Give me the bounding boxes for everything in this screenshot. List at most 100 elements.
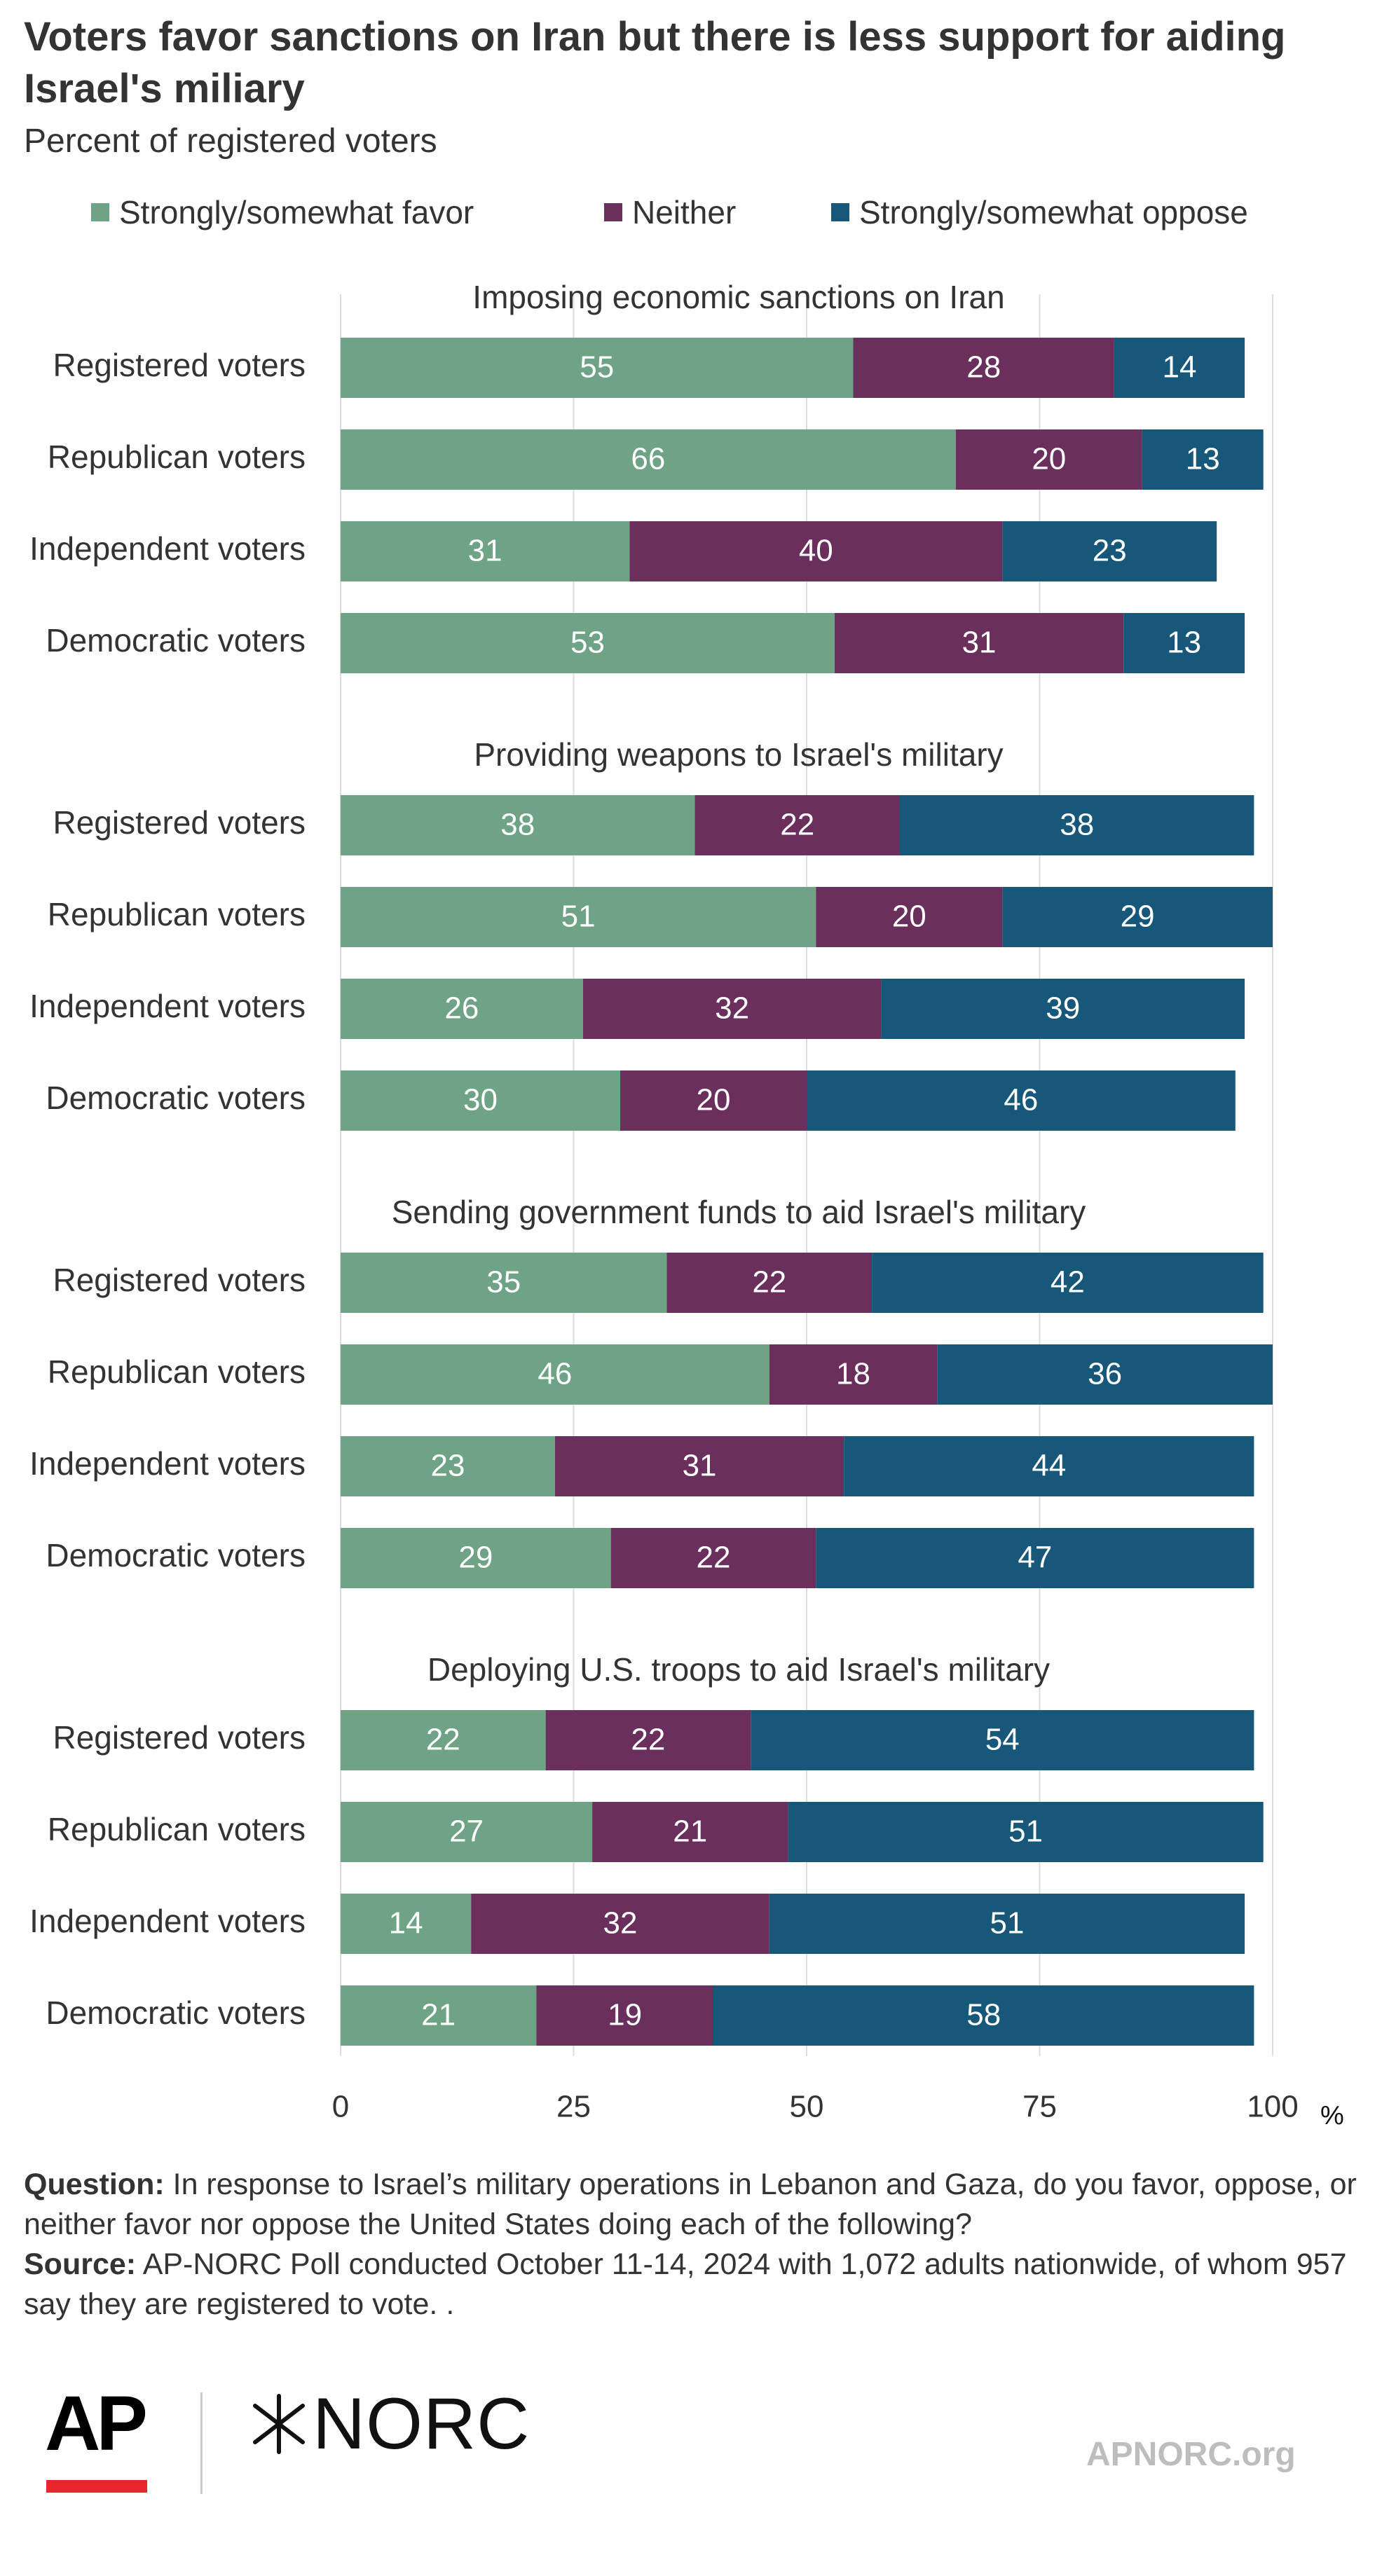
bar-segment-neither [610, 1528, 816, 1588]
data-label-neither: 40 [799, 534, 833, 568]
data-label-oppose: 58 [966, 1998, 1001, 2032]
group-title: Sending government funds to aid Israel's… [392, 1194, 1086, 1230]
data-label-neither: 31 [962, 626, 997, 660]
source-text: AP-NORC Poll conducted October 11-14, 20… [24, 2247, 1347, 2321]
data-label-favor: 51 [561, 900, 596, 934]
bar-segment-oppose [1002, 521, 1217, 581]
data-label-favor: 66 [631, 442, 665, 476]
data-label-oppose: 36 [1088, 1357, 1122, 1391]
data-label-oppose: 44 [1032, 1449, 1066, 1483]
bar-segment-neither [694, 795, 900, 855]
ap-logo-text: AP [45, 2381, 148, 2467]
bar-segment-favor [341, 1985, 537, 2046]
data-label-oppose: 47 [1018, 1541, 1052, 1575]
footer-notes: Question: In response to Israel’s milita… [24, 2165, 1362, 2324]
bar-segment-favor [341, 429, 956, 490]
bar-segment-favor [341, 1894, 472, 1954]
data-label-oppose: 38 [1060, 808, 1094, 842]
bar-segment-neither [545, 1710, 751, 1770]
bar-segment-favor [341, 613, 835, 673]
row-label: Registered voters [53, 347, 306, 383]
bar-segment-oppose [751, 1710, 1254, 1770]
row-label: Republican voters [48, 896, 306, 932]
question-label: Question: [24, 2168, 165, 2201]
data-label-favor: 26 [444, 991, 479, 1026]
data-label-oppose: 51 [1008, 1814, 1043, 1849]
bar-segment-favor [341, 521, 630, 581]
bar-segment-favor [341, 1802, 593, 1862]
legend-swatch-oppose [831, 203, 849, 221]
norc-logo: NORC [245, 2385, 530, 2463]
data-label-neither: 20 [1032, 442, 1066, 476]
bar-segment-oppose [769, 1894, 1245, 1954]
bar-segment-oppose [881, 979, 1245, 1039]
data-label-favor: 53 [570, 626, 605, 660]
bar-segment-oppose [1114, 338, 1245, 398]
data-label-oppose: 23 [1093, 534, 1127, 568]
bar-segment-neither [834, 613, 1124, 673]
data-label-favor: 29 [458, 1541, 493, 1575]
legend-swatch-favor [91, 203, 109, 221]
data-label-favor: 31 [468, 534, 502, 568]
bar-segment-favor [341, 1710, 546, 1770]
legend-label-neither: Neither [632, 194, 737, 230]
bar-segment-neither [816, 887, 1003, 947]
bar-segment-favor [341, 338, 854, 398]
data-label-neither: 22 [780, 808, 814, 842]
data-label-oppose: 39 [1046, 991, 1080, 1026]
data-label-neither: 32 [603, 1906, 638, 1941]
bar-segment-neither [629, 521, 1003, 581]
data-label-favor: 23 [430, 1449, 465, 1483]
data-label-neither: 28 [966, 350, 1001, 385]
question-text: In response to Israel’s military operati… [24, 2168, 1357, 2241]
site-url: APNORC.org [1086, 2436, 1296, 2473]
data-label-neither: 22 [631, 1723, 665, 1757]
bar-segment-neither [536, 1985, 713, 2046]
data-label-neither: 20 [697, 1083, 731, 1117]
ap-logo: AP [45, 2382, 150, 2494]
bar-segment-favor [341, 979, 583, 1039]
bar-segment-favor [341, 795, 695, 855]
row-label: Independent voters [29, 530, 306, 567]
data-label-oppose: 42 [1051, 1265, 1085, 1300]
bar-segment-favor [341, 1253, 667, 1313]
norc-logo-text: NORC [313, 2383, 531, 2465]
bar-segment-oppose [1142, 429, 1264, 490]
chart-subtitle: Percent of registered voters [24, 123, 437, 160]
group-title: Imposing economic sanctions on Iran [472, 279, 1004, 315]
data-label-oppose: 46 [1004, 1083, 1038, 1117]
bar-segment-oppose [807, 1070, 1236, 1131]
data-label-favor: 22 [426, 1723, 460, 1757]
bar-segment-oppose [900, 795, 1254, 855]
data-label-favor: 21 [421, 1998, 456, 2032]
norc-star-icon [253, 2394, 305, 2454]
bar-segment-oppose [816, 1528, 1254, 1588]
data-label-oppose: 13 [1186, 442, 1220, 476]
row-label: Republican voters [48, 439, 306, 475]
bar-segment-favor [341, 1436, 555, 1496]
source-note: Source: AP-NORC Poll conducted October 1… [24, 2245, 1362, 2324]
stacked-bar-chart: Imposing economic sanctions on Iran Regis… [29, 279, 1344, 2130]
bar-segment-favor [341, 887, 816, 947]
data-label-oppose: 13 [1167, 626, 1201, 660]
legend-label-favor: Strongly/somewhat favor [119, 194, 474, 230]
data-label-favor: 38 [500, 808, 535, 842]
data-label-neither: 21 [673, 1814, 707, 1849]
row-label: Registered voters [53, 804, 306, 841]
data-label-favor: 14 [389, 1906, 423, 1941]
bar-segment-neither [471, 1894, 769, 1954]
x-tick-label: 25 [556, 2090, 591, 2124]
data-label-favor: 27 [449, 1814, 484, 1849]
data-label-neither: 32 [715, 991, 749, 1026]
legend: Strongly/somewhat favor Neither Strongly… [0, 188, 1389, 237]
bar-segment-neither [592, 1802, 788, 1862]
source-label: Source: [24, 2247, 137, 2281]
data-label-favor: 35 [486, 1265, 521, 1300]
data-label-neither: 20 [892, 900, 926, 934]
chart-title: Voters favor sanctions on Iran but there… [24, 14, 1286, 111]
bar-segment-oppose [788, 1802, 1264, 1862]
logo-divider [200, 2392, 203, 2494]
bar-segment-oppose [713, 1985, 1254, 2046]
bar-segment-neither [666, 1253, 873, 1313]
bar-segment-neither [620, 1070, 807, 1131]
